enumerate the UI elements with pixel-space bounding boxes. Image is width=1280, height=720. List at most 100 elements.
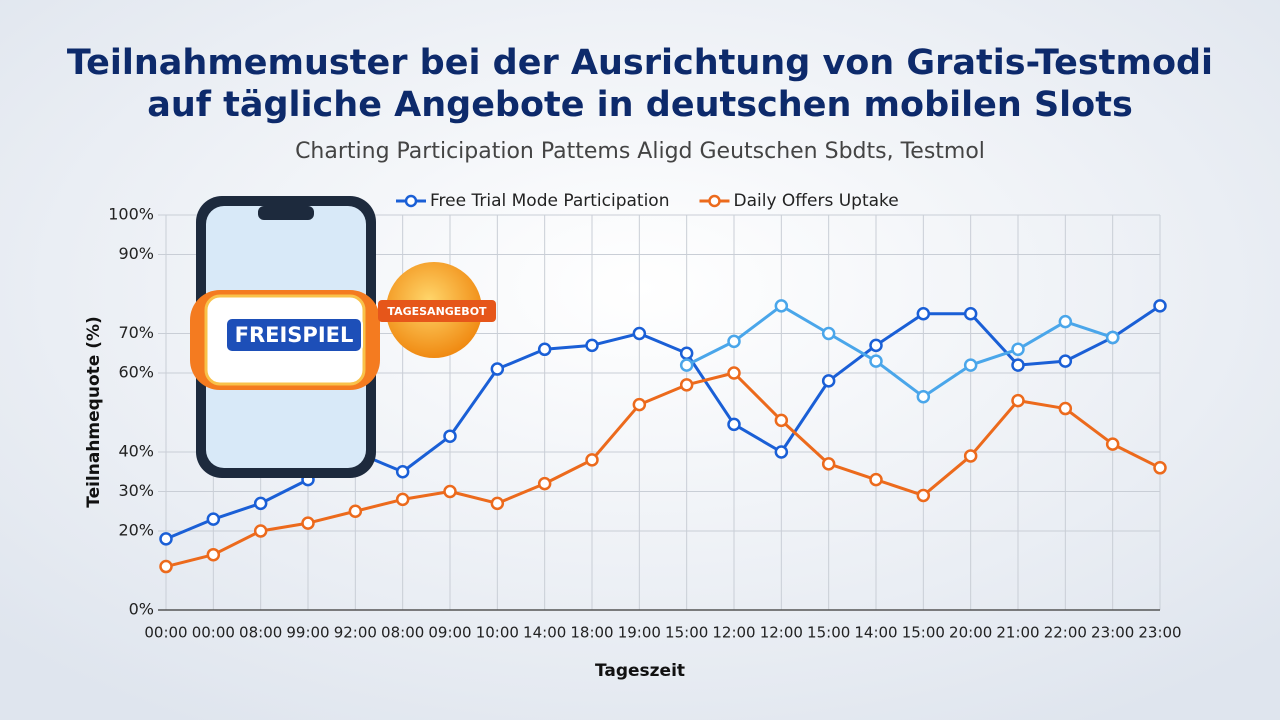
data-point <box>774 445 789 459</box>
x-tick-label: 23:00 <box>1138 624 1181 642</box>
x-tick-label: 21:00 <box>996 624 1039 642</box>
series-line <box>685 304 1114 399</box>
badge-ribbon <box>378 300 496 322</box>
data-point <box>395 492 410 507</box>
y-tick-label: 0% <box>129 600 154 619</box>
data-point <box>443 429 457 443</box>
y-axis-label: Teilnahmequote (%) <box>84 316 104 508</box>
data-point <box>253 496 268 511</box>
x-tick-label: 92:00 <box>334 624 377 642</box>
data-point <box>1105 437 1120 451</box>
data-point <box>727 334 741 349</box>
data-point <box>727 417 741 432</box>
data-point <box>821 457 836 471</box>
data-point <box>395 465 410 479</box>
data-point <box>774 413 789 428</box>
x-tick-label: 19:00 <box>618 624 661 642</box>
data-point <box>821 374 836 388</box>
phone-notch <box>258 206 314 220</box>
y-tick-label: 40% <box>118 442 154 461</box>
data-point <box>963 449 978 463</box>
data-point <box>1011 342 1025 357</box>
legend: Free Trial Mode Participation Daily Offer… <box>396 191 899 211</box>
data-point <box>443 484 457 499</box>
x-tick-label: 00:00 <box>144 624 187 642</box>
data-point <box>159 559 173 574</box>
data-point <box>632 326 647 341</box>
chart-title: auf tägliche Angebote in deutschen mobil… <box>147 85 1133 125</box>
data-point <box>916 488 931 503</box>
y-tick-label: 30% <box>118 481 154 500</box>
x-tick-label: 10:00 <box>476 624 519 642</box>
data-point <box>727 366 741 380</box>
data-point <box>159 532 173 546</box>
reel-label: FREISPIEL <box>235 323 354 347</box>
data-point <box>1153 461 1167 475</box>
data-point <box>537 342 552 357</box>
x-tick-label: 12:00 <box>712 624 755 642</box>
data-point <box>1058 314 1073 329</box>
data-point <box>253 524 268 538</box>
data-point <box>821 326 836 341</box>
data-point <box>1153 299 1167 313</box>
reel-banner <box>225 317 363 353</box>
badge-label: TAGESANGEBOT <box>387 305 487 318</box>
phone-illustration: FREISPIEL TAGESANGEBOT <box>190 196 496 478</box>
x-tick-label: 23:00 <box>1091 624 1134 642</box>
y-tick-label: 100% <box>108 205 154 224</box>
legend-label: Free Trial Mode Participation <box>430 191 669 211</box>
x-tick-label: 15:00 <box>665 624 708 642</box>
data-point <box>869 338 883 353</box>
data-point <box>679 358 694 372</box>
data-point <box>916 307 931 321</box>
data-point <box>301 516 315 530</box>
legend-label: Daily Offers Uptake <box>733 191 898 211</box>
x-tick-label: 20:00 <box>949 624 992 642</box>
data-point <box>916 389 931 404</box>
data-point <box>679 378 694 392</box>
y-tick-label: 60% <box>118 363 154 382</box>
data-point <box>632 397 647 412</box>
chart-title: Teilnahmemuster bei der Ausrichtung von … <box>67 43 1213 83</box>
series-line <box>165 371 1161 569</box>
x-tick-label: 08:00 <box>381 624 424 642</box>
data-point <box>490 496 505 511</box>
chart-subtitle: Charting Participation Pattems Aligd Geu… <box>295 139 985 164</box>
x-tick-label: 12:00 <box>760 624 803 642</box>
data-point <box>348 504 363 518</box>
y-tick-label: 70% <box>118 323 154 342</box>
data-point <box>1011 358 1025 372</box>
x-tick-label: 15:00 <box>902 624 945 642</box>
y-tick-label: 90% <box>118 244 154 263</box>
x-tick-label: 08:00 <box>239 624 282 642</box>
x-tick-label: 22:00 <box>1044 624 1087 642</box>
data-point <box>963 307 978 321</box>
data-point <box>1011 393 1025 408</box>
x-tick-label: 00:00 <box>192 624 235 642</box>
x-tick-label: 15:00 <box>807 624 850 642</box>
data-point <box>1058 354 1073 368</box>
legend-marker <box>404 194 418 208</box>
data-point <box>1105 330 1120 345</box>
y-tick-label: 20% <box>118 521 154 540</box>
data-point <box>869 354 883 368</box>
data-point <box>206 512 221 526</box>
data-point <box>585 338 599 353</box>
data-point <box>206 547 221 562</box>
data-point <box>869 472 883 487</box>
x-tick-label: 14:00 <box>523 624 566 642</box>
data-point <box>679 346 694 360</box>
x-tick-label: 09:00 <box>428 624 471 642</box>
x-axis-label: Tageszeit <box>595 661 685 681</box>
legend-marker <box>708 194 721 208</box>
data-point <box>774 299 789 313</box>
data-point <box>490 362 505 376</box>
x-tick-label: 14:00 <box>854 624 897 642</box>
x-tick-label: 99:00 <box>286 624 329 642</box>
data-point <box>963 358 978 372</box>
data-point <box>585 453 599 467</box>
x-tick-label: 18:00 <box>570 624 613 642</box>
data-point <box>537 476 552 491</box>
